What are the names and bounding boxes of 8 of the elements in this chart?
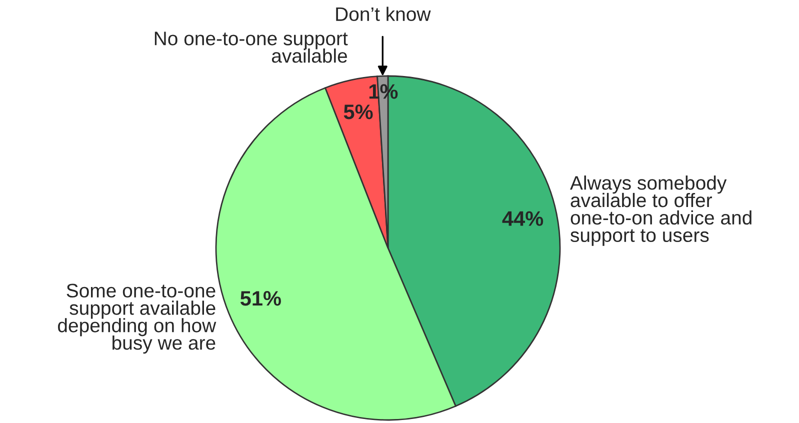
data-label: 1% [369, 84, 398, 99]
data-label: 51% [240, 291, 281, 306]
slice-label: No one-to-one support available [154, 32, 348, 63]
data-label: 44% [502, 211, 544, 226]
data-label: 5% [344, 104, 373, 120]
slice-label: Some one-to-one support available depending on how busy we are [58, 284, 216, 354]
slice-label: Don’t know [336, 6, 431, 22]
slice-label: Always somebody available to offer one-to-on advice and support to users [570, 176, 752, 246]
